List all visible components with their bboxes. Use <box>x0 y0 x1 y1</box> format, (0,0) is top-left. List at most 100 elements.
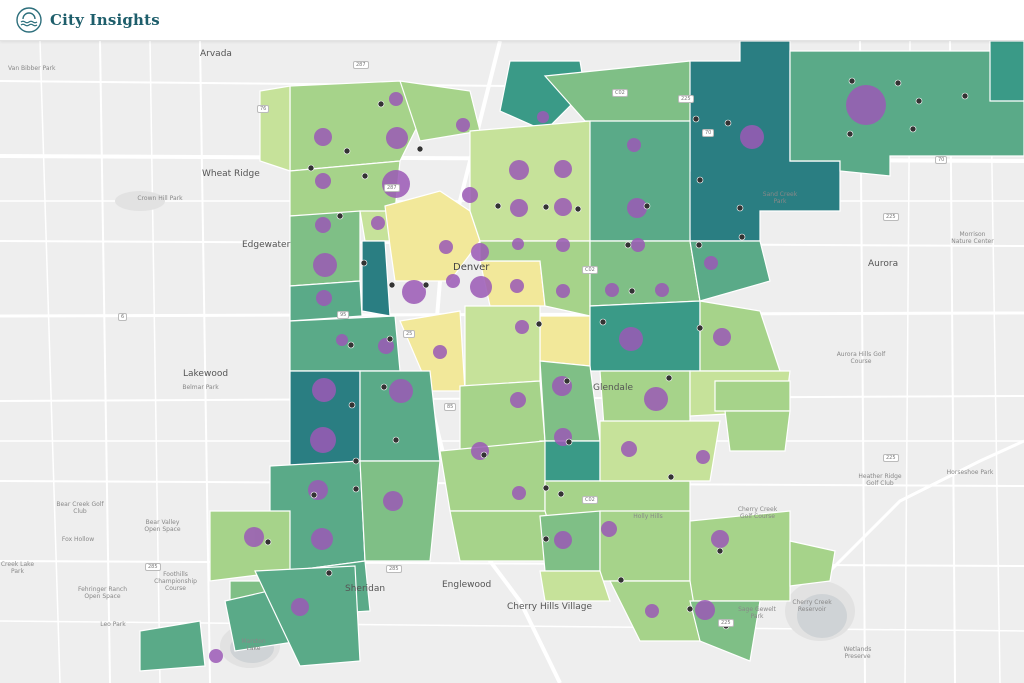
home-marker-icon <box>343 147 351 155</box>
region <box>459 380 546 452</box>
home-marker-icon <box>264 538 272 546</box>
home-marker-icon <box>386 335 394 343</box>
home-marker-icon <box>599 318 607 326</box>
bubble <box>605 283 619 297</box>
place-label-creek-lake: Creek Lake Park <box>0 561 35 575</box>
home-marker-icon <box>696 176 704 184</box>
region <box>599 420 721 482</box>
home-marker-icon <box>347 341 355 349</box>
bubble <box>310 427 336 453</box>
place-label-cherry-creek-golf: Cherry Creek Golf Course <box>737 506 778 520</box>
region <box>439 440 546 512</box>
bubble <box>510 392 526 408</box>
bubble <box>655 283 669 297</box>
region <box>789 41 1024 177</box>
region <box>539 360 601 442</box>
bubble <box>313 253 337 277</box>
home-marker-icon <box>310 491 318 499</box>
region <box>464 305 541 387</box>
region <box>259 85 291 172</box>
bubble <box>209 649 223 663</box>
bubble <box>556 284 570 298</box>
bubble <box>291 598 309 616</box>
highway-shield: 285 <box>386 565 402 573</box>
place-label-cherry-creek-res: Cherry Creek Reservoir <box>792 599 832 613</box>
region <box>254 565 361 667</box>
home-marker-icon <box>307 164 315 172</box>
bubble <box>244 527 264 547</box>
region <box>599 510 691 582</box>
bubble <box>704 256 718 270</box>
app-title[interactable]: City Insights <box>50 11 160 29</box>
bubble <box>315 173 331 189</box>
place-label-fox-hollow: Fox Hollow <box>61 536 95 543</box>
bubble <box>446 274 460 288</box>
bubble <box>371 216 385 230</box>
bubble-layer <box>209 85 886 663</box>
bubble <box>311 528 333 550</box>
place-label-lakewood: Lakewood <box>183 369 229 379</box>
home-marker-icon <box>628 287 636 295</box>
highway-shield: 70 <box>702 129 715 137</box>
region <box>539 315 591 367</box>
bubble <box>402 280 426 304</box>
place-label-bear-creek: Bear Creek Golf Club <box>56 501 104 515</box>
highway-shield: 225 <box>883 213 899 221</box>
region <box>689 240 771 302</box>
bubble <box>336 334 348 346</box>
bubble <box>554 198 572 216</box>
bubble <box>601 521 617 537</box>
water-sun-logo-icon[interactable] <box>16 7 42 33</box>
bubble <box>470 276 492 298</box>
place-label-sand-creek: Sand Creek Park <box>762 191 798 205</box>
place-label-horseshoe: Horseshoe Park <box>946 469 994 476</box>
bubble <box>471 243 489 261</box>
home-marker-icon <box>416 145 424 153</box>
place-label-leo-park: Leo Park <box>100 621 126 628</box>
highway-shield: 287 <box>384 184 400 192</box>
place-label-aurora-hills: Aurora Hills Golf Course <box>836 351 886 365</box>
home-marker-icon <box>961 92 969 100</box>
bubble <box>510 199 528 217</box>
home-marker-icon <box>736 204 744 212</box>
bubble <box>696 450 710 464</box>
place-label-sheridan: Sheridan <box>345 584 386 594</box>
home-marker-icon <box>665 374 673 382</box>
home-marker-icon <box>686 605 694 613</box>
home-marker-icon <box>692 115 700 123</box>
region <box>361 240 391 317</box>
home-marker-icon <box>542 203 550 211</box>
home-marker-icon <box>535 320 543 328</box>
region <box>589 300 701 372</box>
home-marker-icon <box>915 97 923 105</box>
region <box>789 540 836 587</box>
home-marker-icon <box>336 212 344 220</box>
home-marker-icon <box>695 241 703 249</box>
home-marker-icon <box>716 547 724 555</box>
bubble <box>554 160 572 178</box>
region <box>539 570 611 602</box>
bubble <box>308 480 328 500</box>
bubble <box>439 240 453 254</box>
region <box>139 620 206 672</box>
region <box>724 410 791 452</box>
home-marker-icon <box>380 383 388 391</box>
bubble <box>713 328 731 346</box>
place-label-fehringer: Fehringer Ranch Open Space <box>77 586 128 600</box>
home-marker-icon <box>542 535 550 543</box>
place-label-morrison: Morrison Nature Center <box>951 231 994 245</box>
place-label-wheat-ridge: Wheat Ridge <box>202 169 260 179</box>
highway-shield: 6 <box>118 313 128 321</box>
highway-shield: 285 <box>145 563 161 571</box>
home-marker-icon <box>696 324 704 332</box>
bubble <box>509 160 529 180</box>
bubble <box>510 279 524 293</box>
bubble <box>645 604 659 618</box>
map-canvas[interactable] <box>0 41 1024 683</box>
home-marker-icon <box>352 457 360 465</box>
home-marker-icon <box>388 281 396 289</box>
map-view[interactable]: Arvada Van Bibber Park Wheat Ridge Crown… <box>0 41 1024 683</box>
place-label-englewood: Englewood <box>442 580 492 590</box>
home-marker-icon <box>377 100 385 108</box>
place-label-belmar: Belmar Park <box>182 384 219 391</box>
